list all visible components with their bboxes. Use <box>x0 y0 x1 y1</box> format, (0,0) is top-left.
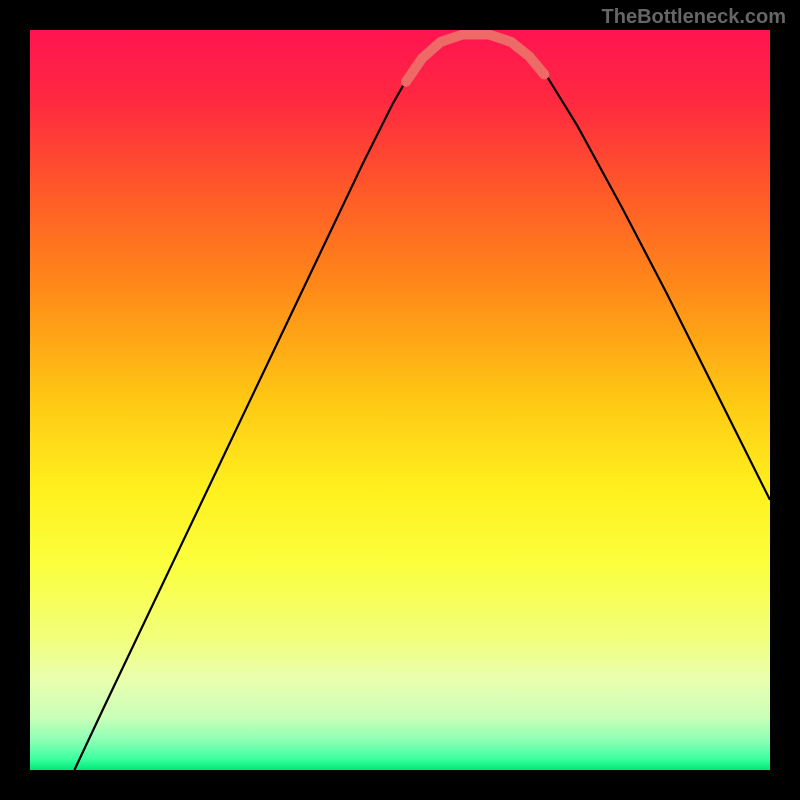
plot-area <box>30 30 770 770</box>
watermark-text: TheBottleneck.com <box>602 6 786 29</box>
curve-layer <box>30 30 770 770</box>
bottleneck-curve <box>74 34 770 770</box>
chart-container: TheBottleneck.com <box>0 0 800 800</box>
highlight-segment <box>406 34 544 81</box>
